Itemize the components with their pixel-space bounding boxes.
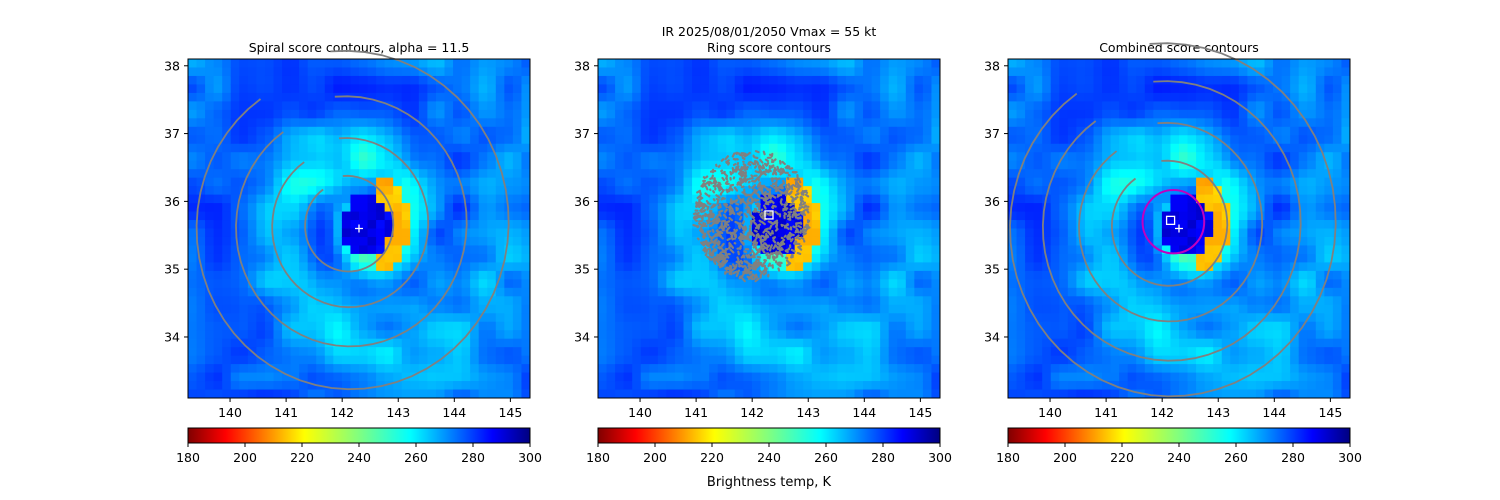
colorbar-tick-label: 300 <box>928 450 952 465</box>
spiral-contour-3 <box>235 95 468 348</box>
spiral-contour-4 <box>195 49 510 391</box>
panel-1: Spiral score contours, alpha = 11.5 140 14… <box>164 40 542 465</box>
colorbar-tick-label: 180 <box>996 450 1020 465</box>
x-tick-label: 140 <box>218 405 242 420</box>
panel-title: Spiral score contours, alpha = 11.5 <box>249 40 470 55</box>
axes-frame <box>597 58 941 399</box>
colorbar-1: 180 200 220 240 260 280 300 <box>176 427 542 465</box>
ring-score-contours <box>692 150 811 283</box>
y-tick-label: 36 <box>164 194 180 209</box>
center-square-marker <box>1165 215 1176 226</box>
spiral-contour-1 <box>304 174 395 273</box>
colorbar-tick-label: 300 <box>518 450 542 465</box>
x-tick-label: 140 <box>1038 405 1062 420</box>
colorbar-tick-label: 260 <box>1224 450 1248 465</box>
x-tick-label: 145 <box>1318 405 1342 420</box>
colorbar-2: 180 200 220 240 260 280 300 <box>586 427 952 465</box>
x-tick-label: 145 <box>498 405 522 420</box>
x-tick-label: 144 <box>852 405 876 420</box>
colorbar-gradient <box>187 427 531 444</box>
spiral-contour-4 <box>1009 42 1337 398</box>
colorbar-tick-label: 280 <box>461 450 485 465</box>
colorbar-tick-label: 180 <box>176 450 200 465</box>
colorbar-tick-label: 240 <box>1167 450 1191 465</box>
x-tick-label: 145 <box>908 405 932 420</box>
colorbar-tick-label: 280 <box>1281 450 1305 465</box>
panel-title: Ring score contours <box>707 40 831 55</box>
panel-title: Combined score contours <box>1099 40 1259 55</box>
spiral-contour-2 <box>271 137 430 309</box>
y-tick-label: 34 <box>984 329 1000 344</box>
colorbar-tick-label: 220 <box>700 450 724 465</box>
y-tick-label: 35 <box>984 262 1000 277</box>
colorbar-gradient <box>597 427 941 444</box>
x-tick-label: 140 <box>628 405 652 420</box>
x-tick-label: 143 <box>386 405 410 420</box>
colorbar-tick-label: 260 <box>814 450 838 465</box>
combined-max-circle <box>1141 189 1206 255</box>
x-tick-label: 141 <box>1094 405 1118 420</box>
x-tick-label: 144 <box>1262 405 1286 420</box>
spiral-contour-3 <box>1041 80 1302 362</box>
x-tick-label: 141 <box>274 405 298 420</box>
y-tick-label: 35 <box>164 262 180 277</box>
colorbar-tick-label: 240 <box>347 450 371 465</box>
colorbar-tick-label: 240 <box>757 450 781 465</box>
colorbar-tick-label: 180 <box>586 450 610 465</box>
y-tick-label: 38 <box>984 58 1000 73</box>
axes-frame <box>187 58 531 399</box>
center-plus-marker <box>1175 224 1183 233</box>
colorbar-gradient <box>1007 427 1351 444</box>
x-tick-label: 143 <box>796 405 820 420</box>
y-tick-label: 37 <box>984 126 1000 141</box>
colorbar-3: 180 200 220 240 260 280 300 <box>996 427 1362 465</box>
x-tick-label: 142 <box>330 405 354 420</box>
center-square-marker <box>764 210 774 220</box>
y-tick-label: 34 <box>164 329 180 344</box>
x-tick-label: 141 <box>684 405 708 420</box>
colorbar-tick-label: 300 <box>1338 450 1362 465</box>
x-tick-label: 143 <box>1206 405 1230 420</box>
panel-2: Ring score contours 140 141 142 143 144 145 34 3… <box>574 40 952 465</box>
y-tick-label: 38 <box>164 58 180 73</box>
colorbar-tick-label: 280 <box>871 450 895 465</box>
score-contours <box>692 150 811 283</box>
x-tick-label: 142 <box>1150 405 1174 420</box>
spiral-contour-2 <box>1078 121 1264 323</box>
colorbar-tick-label: 220 <box>290 450 314 465</box>
brightness-field <box>598 59 941 399</box>
suptitle: IR 2025/08/01/2050 Vmax = 55 kt <box>662 24 877 39</box>
score-contours <box>1009 42 1337 398</box>
brightness-field <box>188 59 531 399</box>
colorbar-tick-label: 220 <box>1110 450 1134 465</box>
colorbar-tick-label: 260 <box>404 450 428 465</box>
y-tick-label: 36 <box>574 194 590 209</box>
panel-3: Combined score contours 140 141 142 143 144 14… <box>984 40 1362 465</box>
center-plus-marker <box>355 224 363 233</box>
spiral-contour-1 <box>1110 159 1229 287</box>
y-tick-label: 38 <box>574 58 590 73</box>
colorbar-tick-label: 200 <box>643 450 667 465</box>
axes-frame <box>1007 58 1351 399</box>
y-tick-label: 34 <box>574 329 590 344</box>
x-tick-label: 142 <box>740 405 764 420</box>
x-tick-label: 144 <box>442 405 466 420</box>
colorbar-tick-label: 200 <box>233 450 257 465</box>
y-tick-label: 36 <box>984 194 1000 209</box>
score-contours <box>195 49 510 391</box>
y-tick-label: 35 <box>574 262 590 277</box>
brightness-field <box>1008 59 1351 399</box>
y-tick-label: 37 <box>574 126 590 141</box>
colorbar-label: Brightness temp, K <box>707 475 832 490</box>
colorbar-tick-label: 200 <box>1053 450 1077 465</box>
y-tick-label: 37 <box>164 126 180 141</box>
